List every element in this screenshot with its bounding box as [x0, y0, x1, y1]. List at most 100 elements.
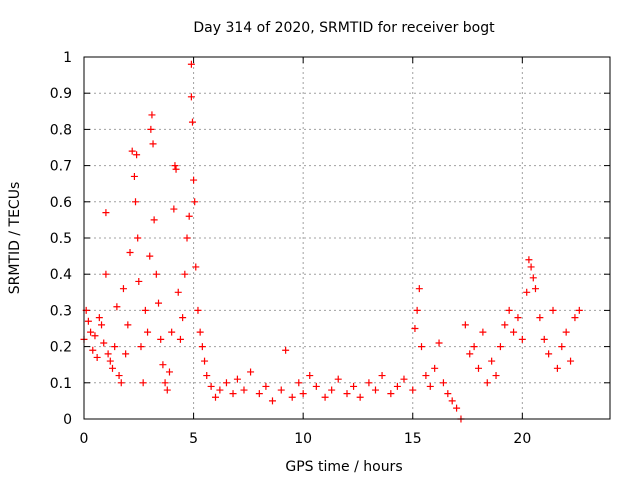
data-points — [80, 60, 583, 423]
data-point — [288, 393, 296, 401]
data-point — [418, 343, 426, 351]
data-point — [139, 379, 147, 387]
data-point — [108, 364, 116, 372]
data-point — [466, 350, 474, 358]
data-point — [233, 375, 241, 383]
data-point — [157, 335, 165, 343]
data-point — [523, 288, 531, 296]
data-point — [91, 332, 99, 340]
data-point — [306, 372, 314, 380]
grid-lines — [84, 57, 610, 419]
data-point — [187, 93, 195, 101]
data-point — [141, 306, 149, 314]
data-point — [545, 350, 553, 358]
data-point — [268, 397, 276, 405]
data-point — [295, 379, 303, 387]
data-point — [207, 382, 215, 390]
data-point — [413, 306, 421, 314]
data-point — [453, 404, 461, 412]
data-point — [150, 216, 158, 224]
data-point — [130, 172, 138, 180]
data-point — [203, 372, 211, 380]
data-point — [152, 270, 160, 278]
data-point — [137, 343, 145, 351]
data-point — [562, 328, 570, 336]
data-point — [174, 288, 182, 296]
data-point — [222, 379, 230, 387]
x-tick-label: 10 — [294, 431, 312, 447]
data-point — [102, 209, 110, 217]
data-point — [135, 277, 143, 285]
data-point — [393, 382, 401, 390]
data-point — [479, 328, 487, 336]
data-point — [100, 339, 108, 347]
data-point — [229, 390, 237, 398]
y-tick-label: 0.3 — [50, 303, 72, 319]
data-point — [117, 379, 125, 387]
data-point — [505, 306, 513, 314]
data-point — [165, 368, 173, 376]
data-point — [98, 321, 106, 329]
data-point — [185, 212, 193, 220]
data-point — [262, 382, 270, 390]
data-point — [409, 386, 417, 394]
data-point — [439, 379, 447, 387]
data-point — [400, 375, 408, 383]
data-point — [196, 328, 204, 336]
data-point — [435, 339, 443, 347]
data-point — [448, 397, 456, 405]
data-point — [201, 357, 209, 365]
data-point — [93, 353, 101, 361]
data-point — [124, 321, 132, 329]
data-point — [104, 350, 112, 358]
data-point — [558, 343, 566, 351]
data-point — [255, 390, 263, 398]
data-point — [171, 162, 179, 170]
data-point — [529, 274, 537, 282]
data-point — [126, 248, 134, 256]
data-point — [146, 252, 154, 260]
data-point — [133, 151, 141, 159]
data-point — [282, 346, 290, 354]
data-point — [470, 343, 478, 351]
y-tick-label: 0.2 — [50, 340, 72, 356]
data-point — [159, 361, 167, 369]
data-point — [144, 328, 152, 336]
data-point — [216, 386, 224, 394]
data-point — [134, 234, 142, 242]
y-tick-label: 1 — [63, 50, 72, 66]
data-point — [527, 263, 535, 271]
data-point — [148, 111, 156, 119]
data-point — [277, 386, 285, 394]
data-point — [113, 303, 121, 311]
y-tick-label: 0.7 — [50, 159, 72, 175]
data-point — [415, 285, 423, 293]
x-axis-ticks: 0 5 10 15 20 — [80, 57, 531, 447]
data-point — [147, 125, 155, 133]
data-point — [514, 314, 522, 322]
data-point — [501, 321, 509, 329]
data-point — [106, 357, 114, 365]
data-point — [553, 364, 561, 372]
data-point — [102, 270, 110, 278]
data-point — [240, 386, 248, 394]
data-point — [188, 118, 196, 126]
data-point — [378, 372, 386, 380]
data-point — [191, 198, 199, 206]
data-point — [488, 357, 496, 365]
data-point — [411, 325, 419, 332]
data-point — [212, 393, 219, 401]
y-tick-label: 0.4 — [50, 267, 72, 283]
data-point — [531, 285, 539, 293]
y-tick-label: 0.8 — [50, 122, 72, 138]
data-point — [343, 390, 351, 398]
data-point — [525, 256, 533, 264]
data-point — [444, 390, 452, 398]
data-point — [575, 306, 583, 314]
data-point — [492, 372, 500, 380]
y-tick-label: 0.6 — [50, 195, 72, 211]
data-point — [163, 386, 171, 394]
data-point — [192, 263, 200, 271]
data-point — [161, 379, 169, 387]
x-tick-label: 0 — [80, 431, 89, 447]
